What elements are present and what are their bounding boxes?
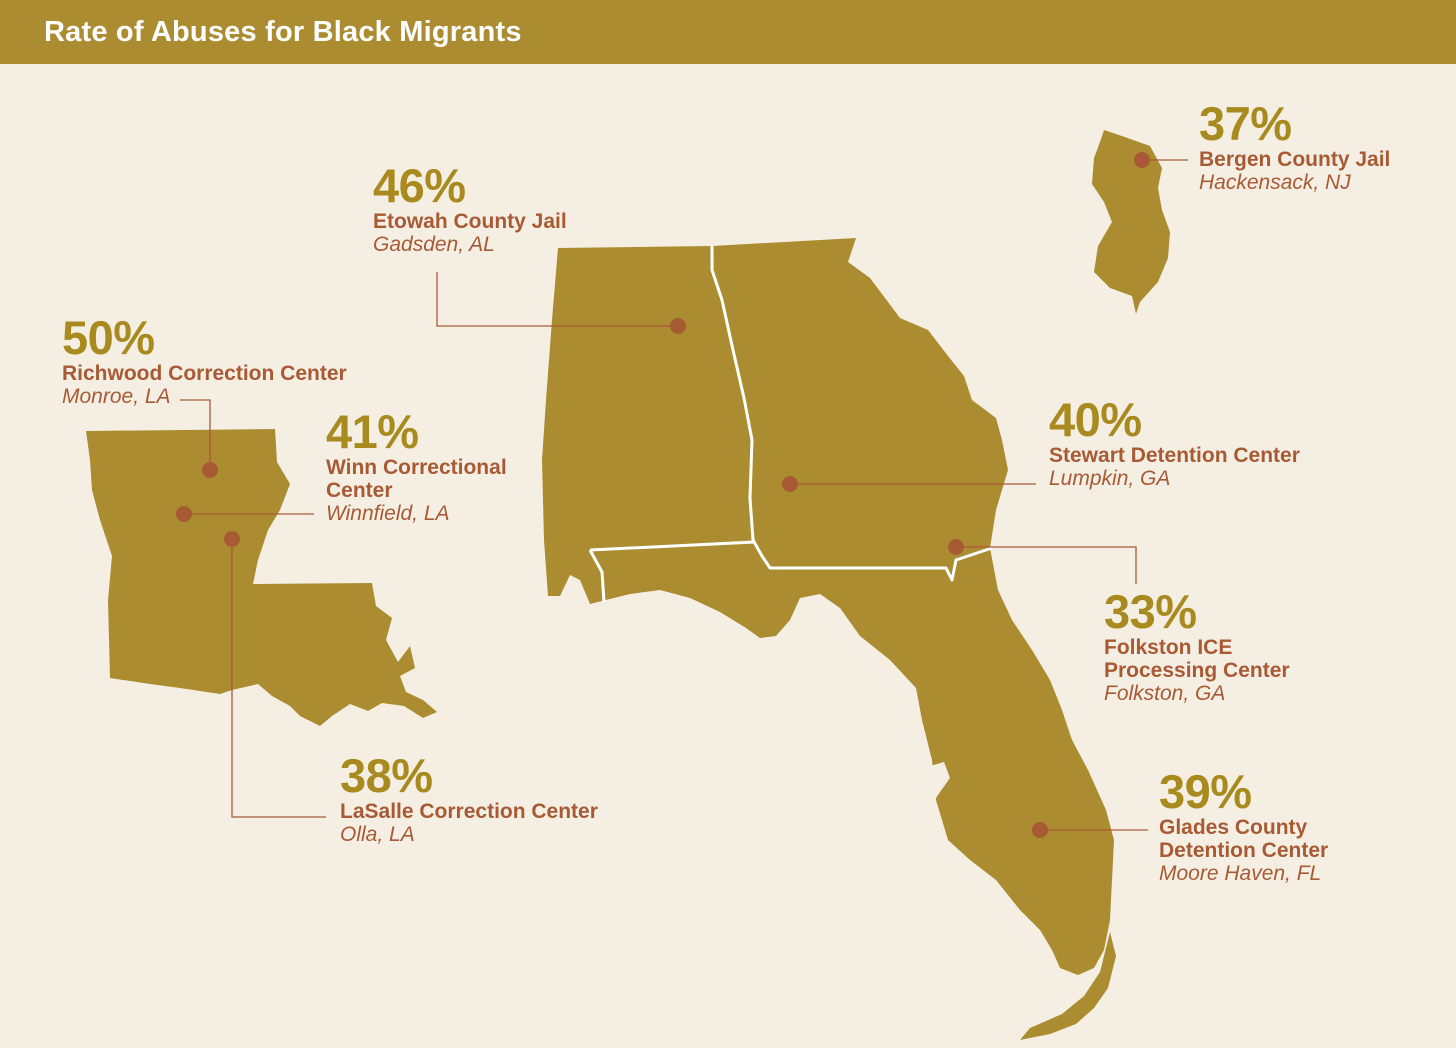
callout-bergen: 37% Bergen County Jail Hackensack, NJ [1199, 100, 1390, 195]
facility-name: Folkston ICE [1104, 636, 1233, 659]
abuse-rate: 50% [62, 311, 155, 364]
abuse-rate: 41% [326, 405, 419, 458]
facility-name: Richwood Correction Center [62, 362, 347, 385]
state-louisiana [86, 429, 437, 726]
callout-lasalle: 38% LaSalle Correction Center Olla, LA [340, 752, 598, 847]
tampa-bay [930, 762, 950, 804]
callout-folkston: 33% Folkston ICE Processing Center Folks… [1104, 588, 1290, 706]
abuse-rate: 37% [1199, 97, 1292, 150]
location-dot-winn [176, 506, 192, 522]
header-bar: Rate of Abuses for Black Migrants [0, 0, 1456, 64]
state-florida [590, 540, 1114, 975]
facility-location: Gadsden, AL [373, 233, 495, 256]
location-dot-richwood [202, 462, 218, 478]
callout-richwood: 50% Richwood Correction Center Monroe, L… [62, 314, 347, 409]
callout-glades: 39% Glades County Detention Center Moore… [1159, 768, 1328, 886]
facility-name-line2: Center [326, 479, 393, 502]
abuse-rate: 33% [1104, 585, 1197, 638]
abuse-rate: 38% [340, 749, 433, 802]
callout-stewart: 40% Stewart Detention Center Lumpkin, GA [1049, 396, 1300, 491]
facility-name-line2: Processing Center [1104, 659, 1290, 682]
location-dot-folkston [948, 539, 964, 555]
location-dot-stewart [782, 476, 798, 492]
callout-etowah: 46% Etowah County Jail Gadsden, AL [373, 162, 567, 257]
facility-location: Monroe, LA [62, 385, 171, 408]
state-alabama [542, 246, 755, 604]
facility-location: Moore Haven, FL [1159, 862, 1322, 885]
facility-location: Winnfield, LA [326, 502, 450, 525]
state-new-jersey [1092, 130, 1170, 314]
abuse-rate: 40% [1049, 393, 1142, 446]
facility-location: Olla, LA [340, 823, 415, 846]
leader-richwood [180, 399, 211, 470]
facility-location: Lumpkin, GA [1049, 467, 1171, 490]
facility-name: LaSalle Correction Center [340, 800, 598, 823]
page-title: Rate of Abuses for Black Migrants [44, 16, 522, 48]
facility-name: Etowah County Jail [373, 210, 567, 233]
leader-folkston [956, 546, 1137, 584]
facility-name: Winn Correctional [326, 456, 507, 479]
facility-location: Hackensack, NJ [1199, 171, 1351, 194]
location-dot-lasalle [224, 531, 240, 547]
florida-keys [1020, 932, 1116, 1040]
state-borders [588, 246, 993, 603]
callout-winn: 41% Winn Correctional Center Winnfield, … [326, 408, 507, 526]
abuse-rate: 46% [373, 159, 466, 212]
location-dot-etowah [670, 318, 686, 334]
location-dot-glades [1032, 822, 1048, 838]
leader-etowah [436, 272, 678, 327]
leader-lasalle [231, 539, 326, 818]
facility-location: Folkston, GA [1104, 682, 1226, 705]
facility-name: Bergen County Jail [1199, 148, 1391, 171]
abuse-rate: 39% [1159, 765, 1252, 818]
location-dot-bergen [1134, 152, 1150, 168]
facility-name-line2: Detention Center [1159, 839, 1329, 862]
state-georgia [712, 238, 1008, 580]
facility-name: Stewart Detention Center [1049, 444, 1300, 467]
facility-name: Glades County [1159, 816, 1308, 839]
